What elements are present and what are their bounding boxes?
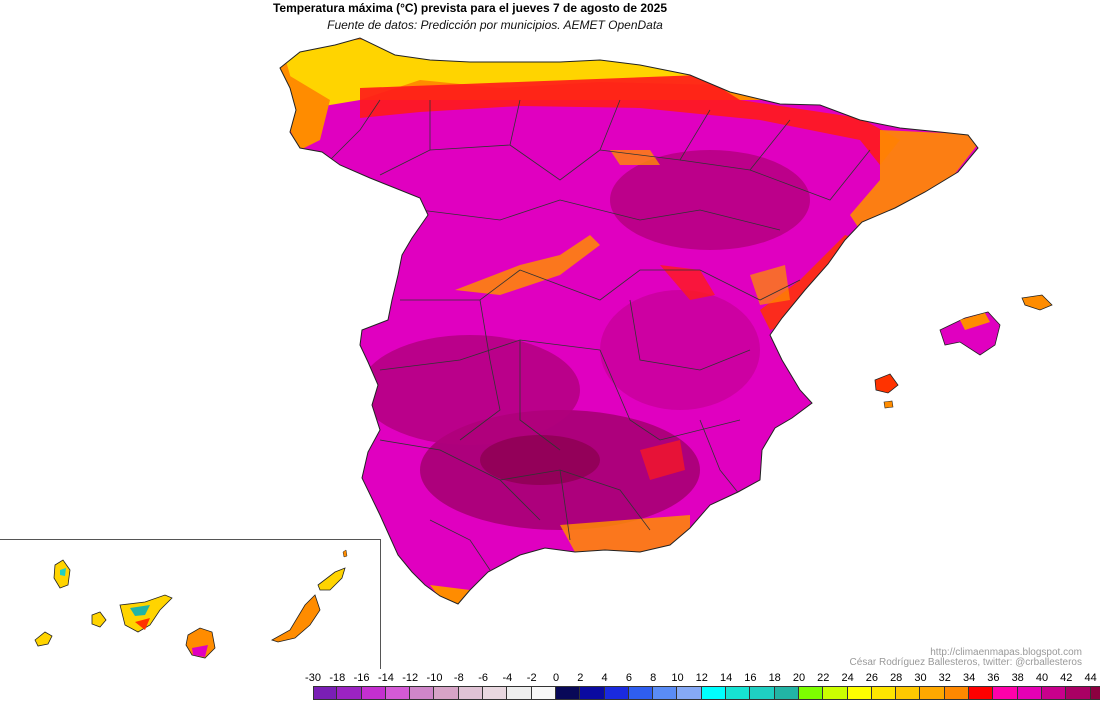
legend-label: 2 xyxy=(577,672,584,684)
legend-label: 22 xyxy=(817,672,830,684)
legend-swatch xyxy=(385,686,411,700)
legend-swatch xyxy=(555,686,581,700)
legend-label: -4 xyxy=(502,672,513,684)
legend-label: 0 xyxy=(552,672,560,684)
legend-label: 34 xyxy=(962,672,976,684)
legend-swatch xyxy=(410,686,435,700)
credits: http://climaenmapas.blogspot.com César R… xyxy=(850,648,1082,668)
legend-swatch xyxy=(483,686,508,700)
legend-swatch xyxy=(774,686,799,700)
legend-swatch xyxy=(798,686,824,700)
legend-label: -14 xyxy=(377,672,394,684)
legend-label: 40 xyxy=(1035,672,1049,684)
legend-label: -6 xyxy=(478,672,488,684)
legend-swatch xyxy=(993,686,1018,700)
legend-swatch xyxy=(896,686,921,700)
legend-label: -16 xyxy=(353,672,370,684)
legend-label: -2 xyxy=(526,672,537,684)
legend-label: 6 xyxy=(625,672,632,684)
legend-swatch xyxy=(823,686,848,700)
legend-swatch xyxy=(750,686,775,700)
legend-label: 30 xyxy=(914,672,927,684)
legend-swatch xyxy=(458,686,484,700)
legend-swatch xyxy=(653,686,678,700)
legend-swatch xyxy=(847,686,872,700)
legend-swatch xyxy=(313,686,338,700)
legend-swatch xyxy=(434,686,459,700)
balearic-islands xyxy=(874,294,1053,409)
legend-label: 42 xyxy=(1060,672,1073,684)
legend-labels: -30 -18 -16 -14 -12 -10 -8 -6 -4 -2 0 2 4 6 8 10 12 14 16 1… xyxy=(303,672,1097,686)
credits-url: http://climaenmapas.blogspot.com xyxy=(930,647,1082,658)
legend-swatch xyxy=(969,686,994,700)
peninsula xyxy=(279,37,979,605)
legend-label: 26 xyxy=(865,672,879,684)
legend-swatch xyxy=(1090,686,1100,700)
legend-label: 36 xyxy=(987,672,1000,684)
legend-swatch xyxy=(701,686,727,700)
legend-label: 38 xyxy=(1011,672,1024,684)
legend-swatch xyxy=(1017,686,1042,700)
legend-label: -10 xyxy=(426,672,443,684)
color-legend: -30 -18 -16 -14 -12 -10 -8 -6 -4 -2 0 2 4 6 8 10 12 14 16 1… xyxy=(303,672,1100,704)
credits-author: César Rodríguez Ballesteros, twitter: @c… xyxy=(849,657,1082,668)
legend-label: 44 xyxy=(1084,672,1097,684)
legend-label: -30 xyxy=(305,672,321,684)
legend-swatch xyxy=(531,686,556,700)
legend-label: -12 xyxy=(402,672,419,684)
legend-swatch xyxy=(580,686,605,700)
legend-swatch xyxy=(677,686,702,700)
legend-label: 14 xyxy=(719,672,733,684)
legend-label: 32 xyxy=(938,672,951,684)
map-title: Temperatura máxima (°C) prevista para el… xyxy=(272,1,668,15)
legend-label: 18 xyxy=(768,672,781,684)
legend-label: 8 xyxy=(650,672,657,684)
map-subtitle: Fuente de datos: Predicción por municipi… xyxy=(327,18,663,32)
legend-label: 20 xyxy=(792,672,806,684)
legend-swatch xyxy=(628,686,654,700)
legend-label: 12 xyxy=(695,672,708,684)
legend-label: 28 xyxy=(890,672,903,684)
legend-label: 4 xyxy=(601,672,608,684)
legend-label: 16 xyxy=(744,672,757,684)
legend-swatch xyxy=(726,686,751,700)
legend-bar xyxy=(313,686,1100,700)
legend-swatch xyxy=(944,686,970,700)
legend-swatch xyxy=(1041,686,1067,700)
legend-swatch xyxy=(871,686,897,700)
canary-islands xyxy=(34,549,348,659)
legend-label: 10 xyxy=(671,672,684,684)
legend-swatch xyxy=(920,686,945,700)
legend-label: -18 xyxy=(329,672,346,684)
legend-swatch xyxy=(361,686,386,700)
legend-label: -8 xyxy=(453,672,464,684)
legend-swatch xyxy=(604,686,629,700)
legend-swatch xyxy=(507,686,532,700)
legend-swatch xyxy=(337,686,362,700)
legend-swatch xyxy=(1066,686,1091,700)
legend-label: 24 xyxy=(841,672,854,684)
